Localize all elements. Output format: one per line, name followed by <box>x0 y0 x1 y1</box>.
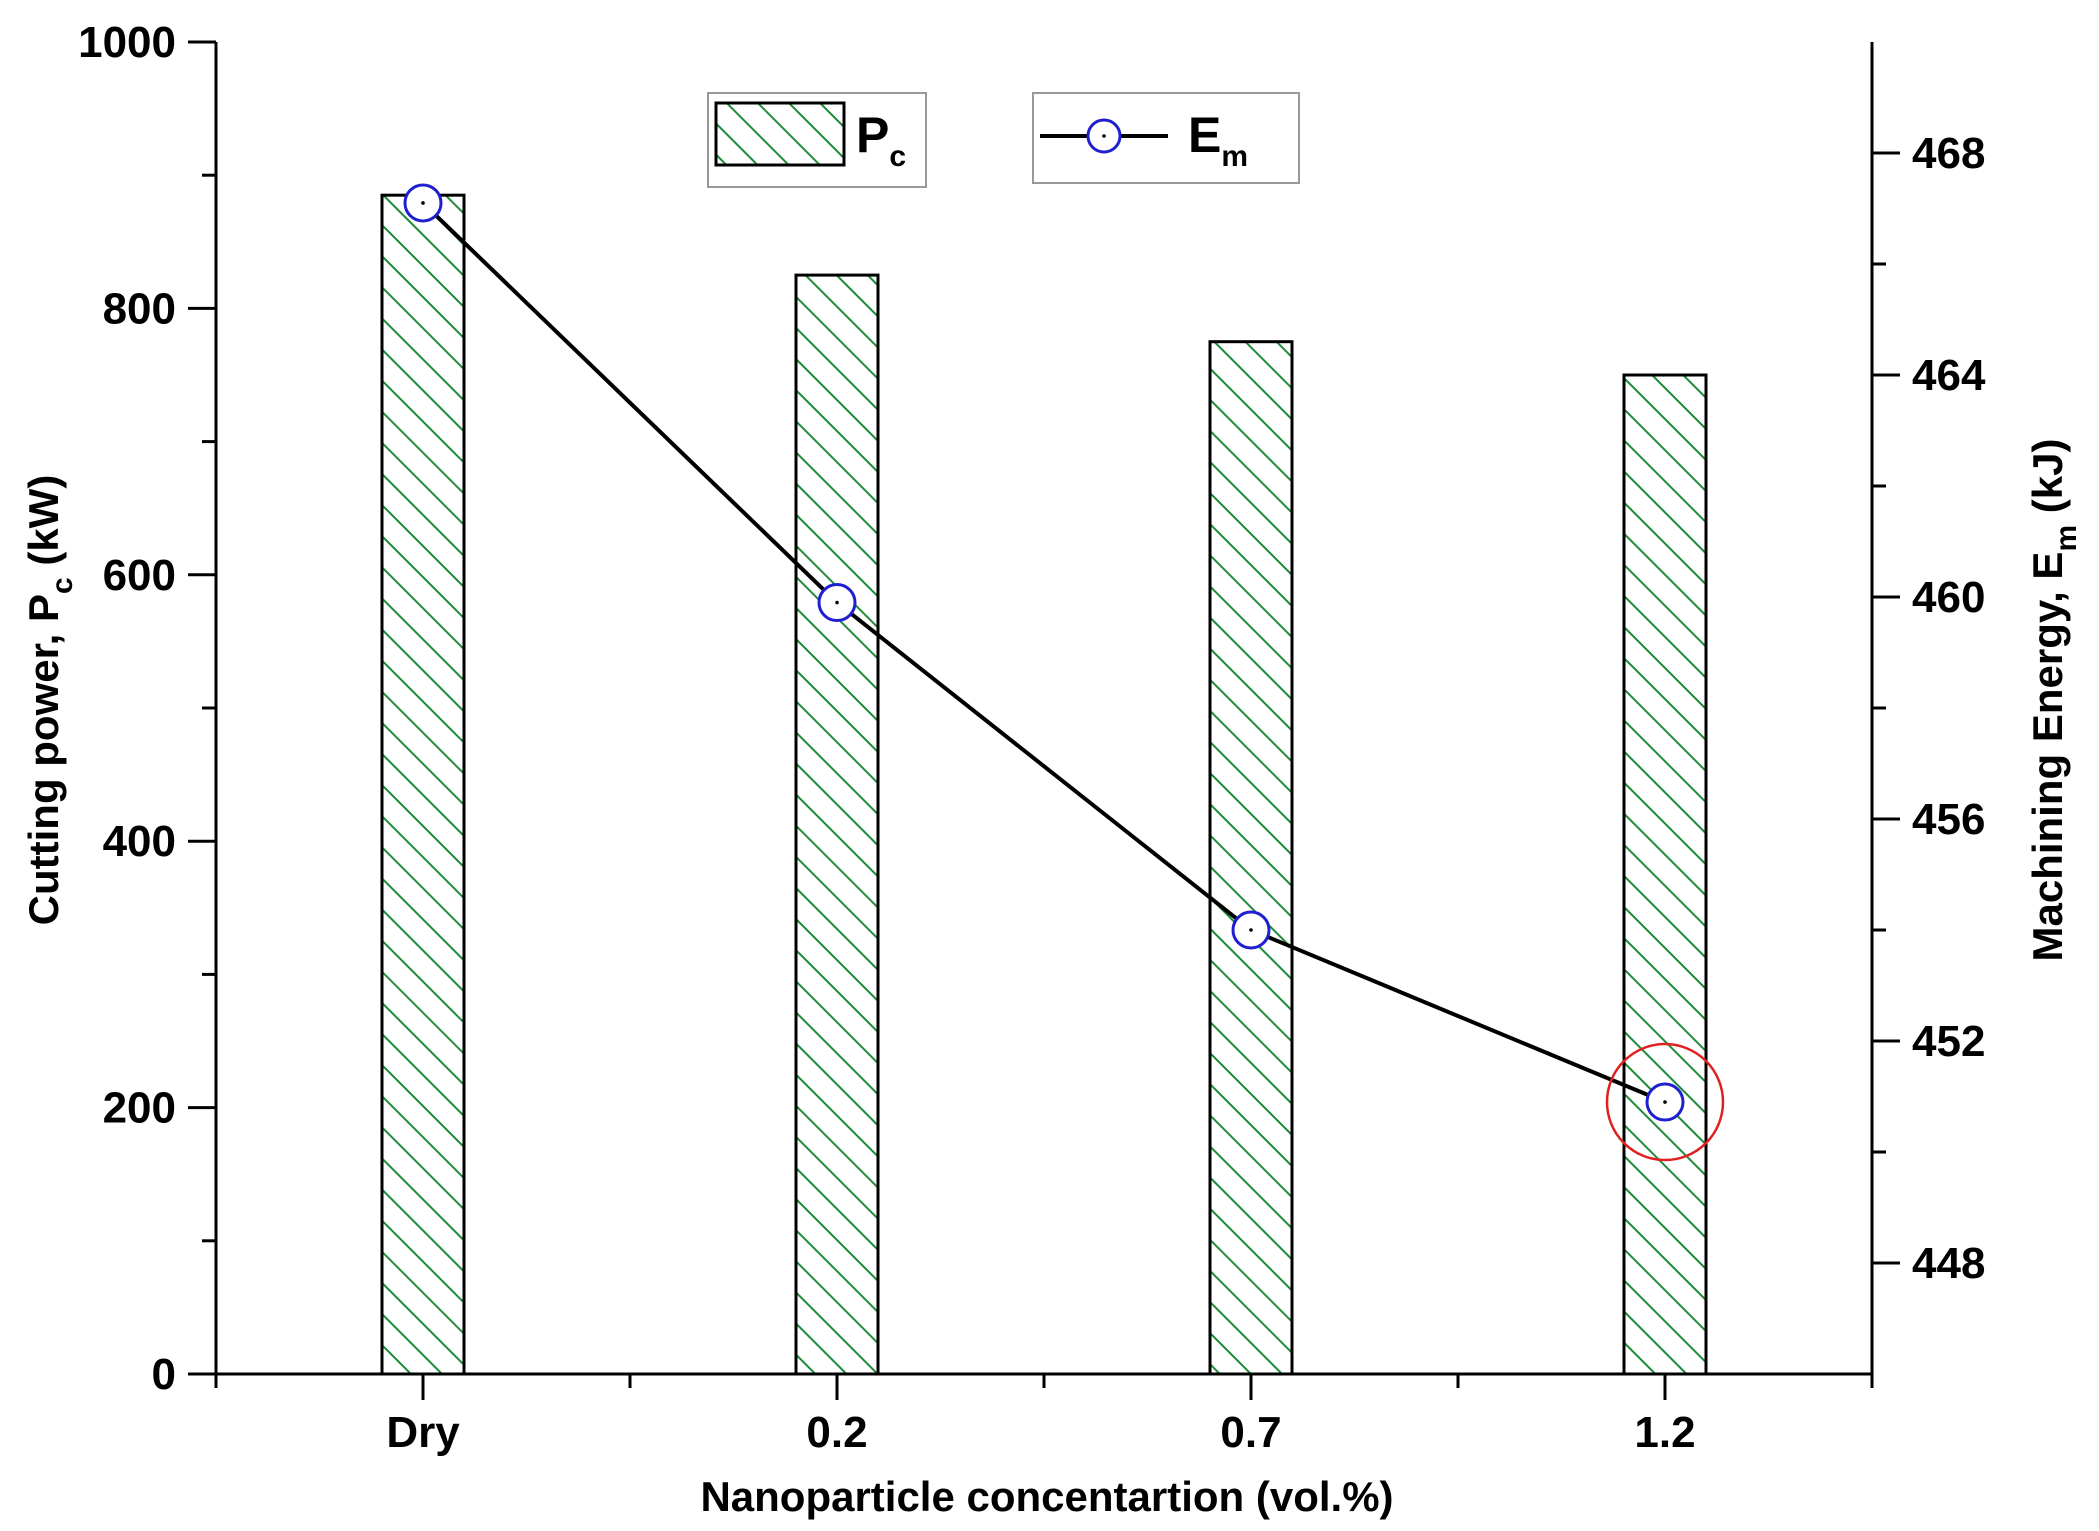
bar-pc-1.2 <box>1622 373 1708 1376</box>
left-tick-label-200: 200 <box>103 1084 176 1133</box>
bar-series-pc <box>380 193 1708 1376</box>
line-segment-em-0 <box>434 214 826 592</box>
legend-label-em: Em <box>1188 107 1248 173</box>
line-segment-em-1 <box>849 612 1239 921</box>
highlight-circle <box>1605 1042 1725 1162</box>
bar-pc-0.7 <box>1208 340 1294 1376</box>
annotation <box>1605 1042 1725 1162</box>
right-tick-label-452: 452 <box>1912 1017 1985 1066</box>
legend-swatch-pc <box>714 101 846 167</box>
x-tick-label-1.2: 1.2 <box>1634 1408 1695 1457</box>
left-tick-label-800: 800 <box>103 284 176 333</box>
left-tick-label-400: 400 <box>103 817 176 866</box>
bar-pc-Dry <box>380 193 466 1376</box>
x-tick-label-Dry: Dry <box>386 1408 460 1457</box>
legend-label-pc: Pc <box>856 107 906 173</box>
left-tick-label-1000: 1000 <box>78 18 176 67</box>
point-em-center-1.2 <box>1663 1100 1667 1104</box>
x-tick-label-0.2: 0.2 <box>806 1408 867 1457</box>
point-em-center-0.7 <box>1249 928 1253 932</box>
right-tick-label-456: 456 <box>1912 795 1985 844</box>
legend: Pc Em <box>707 92 1300 188</box>
line-series-em <box>403 183 1685 1122</box>
right-tick-label-464: 464 <box>1912 351 1986 400</box>
right-tick-label-448: 448 <box>1912 1239 1985 1288</box>
right-tick-label-468: 468 <box>1912 129 1985 178</box>
axes: 0 200 400 600 800 1000 448 452 456 460 464 468 Dry 0.… <box>78 18 1986 1457</box>
point-em-center-0.2 <box>835 600 839 605</box>
left-tick-label-600: 600 <box>103 551 176 600</box>
x-axis-title: Nanoparticle concentartion (vol.%) <box>700 1473 1393 1520</box>
line-segment-em-2 <box>1266 935 1650 1097</box>
legend-marker-dot-em <box>1102 134 1106 138</box>
right-tick-label-460: 460 <box>1912 573 1985 622</box>
left-axis-title: Cutting power, Pc (kW) <box>20 475 79 926</box>
left-tick-label-0: 0 <box>152 1350 176 1399</box>
bar-pc-0.2 <box>794 273 880 1376</box>
x-tick-label-0.7: 0.7 <box>1220 1408 1281 1457</box>
right-axis-title: Machining Energy, Em (kJ) <box>2024 439 2083 962</box>
point-em-center-Dry <box>421 201 425 205</box>
